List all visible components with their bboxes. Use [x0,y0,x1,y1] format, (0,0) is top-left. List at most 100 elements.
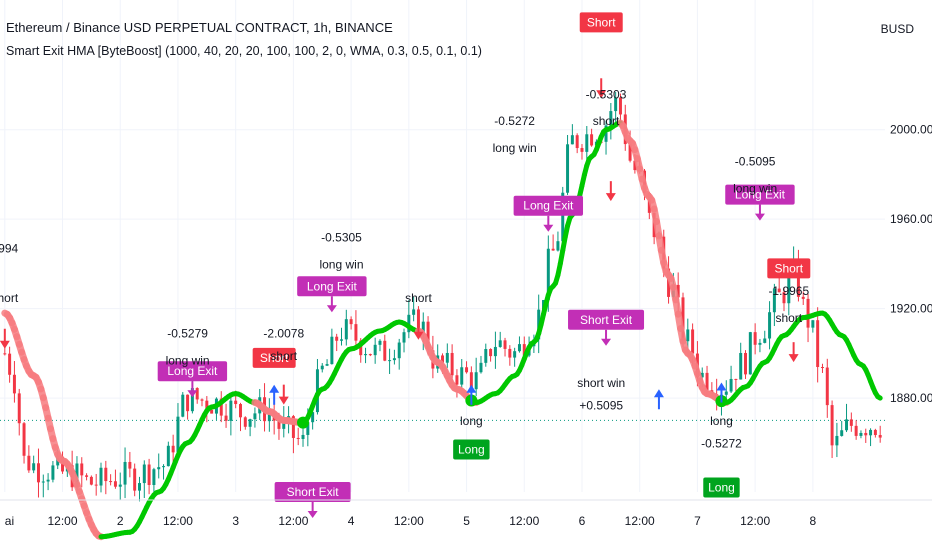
candle-body [224,415,228,421]
candle-body [864,432,868,436]
exit-arrow-icon [307,511,318,518]
arrow-down-head-icon [278,396,289,405]
candle-body [618,97,622,115]
candle-body [753,332,757,345]
candle-body [450,352,454,376]
annotation-text: long [710,414,733,428]
candle-body [354,324,358,341]
candle-body [820,367,824,369]
signal-label-text: Short Exit [287,485,340,499]
candle-body [104,467,108,482]
x-tick-label: 12:00 [625,514,655,528]
hma-turn-dot [297,416,310,429]
candle-body [89,476,93,485]
hma-segment [875,394,883,401]
candle-body [796,260,800,297]
currency-label: BUSD [880,22,914,36]
candle-body [873,429,877,436]
signal-label [767,258,811,279]
x-tick-label: 12:00 [48,514,78,528]
candle-body [460,367,464,385]
x-tick-label: 12:00 [163,514,193,528]
candle-body [306,422,310,435]
candle-body [849,419,853,426]
candle-body [325,364,329,366]
candle-body [205,400,209,410]
y-axis[interactable]: 1880.00 1920.00 1960.00 2000.00 [890,123,932,405]
candle-body [243,417,247,427]
x-tick-label: 12:00 [278,514,308,528]
candle-body [176,416,180,453]
x-tick-label: 12:00 [740,514,770,528]
signal-label [297,276,367,297]
signal-label-text: Short [260,351,289,365]
candle-body [479,362,483,373]
candle-body [94,484,98,486]
candle-body [441,355,444,363]
candle-body [614,97,618,112]
annotation-text: -0.5305 [321,231,362,245]
candle-body [364,354,368,356]
candle-body [166,445,170,467]
x-tick-label: 7 [694,514,701,528]
candle-body [157,467,161,470]
candle-body [267,412,271,422]
candles [3,91,882,502]
signal-label [725,184,795,205]
signal-label [157,361,228,382]
candle-body [234,400,238,405]
candle-body [676,284,680,298]
x-tick-label: 12:00 [394,514,424,528]
exit-arrow-icon [543,224,554,232]
candle-body [17,393,21,424]
candle-body [359,340,363,356]
candle-body [349,319,353,325]
candle-body [878,435,882,438]
candle-body [200,399,204,401]
candle-body [181,394,185,417]
candle-body [388,360,392,362]
annotation-text: -0.5272 [701,436,742,450]
candle-body [171,445,175,453]
candle-body [700,372,704,378]
candle-body [301,434,305,439]
x-tick-label: 12:00 [509,514,539,528]
exit-arrow-icon [754,213,765,221]
candle-body [330,336,334,365]
candle-body [426,321,430,351]
candle-body [282,420,286,429]
annotation-text: long win [319,257,363,271]
candle-body [628,144,632,161]
candle-body [85,475,89,477]
indicator-legend[interactable]: Smart Exit HMA [ByteBoost] (1000, 40, 20… [6,44,482,58]
annotation-text: -1.9965 [768,284,809,298]
candle-body [503,340,507,349]
x-axis[interactable]: ai 12:00 2 12:00 3 12:00 4 12:00 5 12:00 6 12:00 7 12… [0,499,932,528]
candle-body [412,309,416,315]
candle-body [455,375,459,385]
signal-label-text: Long Exit [167,364,218,378]
candle-body [465,367,469,373]
candle-body [421,321,425,335]
candle-body [195,388,199,400]
annotation-text: long win [166,354,210,368]
candle-body [729,378,733,392]
x-tick-label: 2 [117,514,124,528]
candle-body [561,192,565,242]
candle-body [580,148,584,152]
annotation-text: long [460,414,483,428]
candle-body [845,419,849,431]
candle-body [801,296,805,299]
x-tick-label: 3 [232,514,239,528]
arrow-down-head-icon [788,354,799,363]
x-tick-label: ai [5,514,14,528]
candle-body [320,365,324,370]
candle-body [238,404,242,418]
candle-body [133,468,137,491]
candle-body [474,372,478,390]
candle-body [137,483,141,491]
signal-label-text: Long Exit [523,199,574,213]
annotation-text: long win [493,141,537,155]
exit-arrow-icon [326,305,337,313]
